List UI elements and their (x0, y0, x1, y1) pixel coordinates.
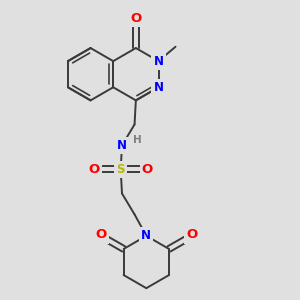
Text: O: O (186, 228, 197, 242)
Text: N: N (154, 55, 164, 68)
Text: O: O (142, 163, 153, 176)
Text: S: S (116, 163, 125, 176)
Text: O: O (88, 163, 100, 176)
Text: O: O (95, 228, 106, 242)
Text: N: N (141, 229, 151, 242)
Text: N: N (117, 139, 127, 152)
Text: N: N (154, 81, 164, 94)
Text: H: H (133, 135, 142, 145)
Text: O: O (130, 12, 142, 25)
